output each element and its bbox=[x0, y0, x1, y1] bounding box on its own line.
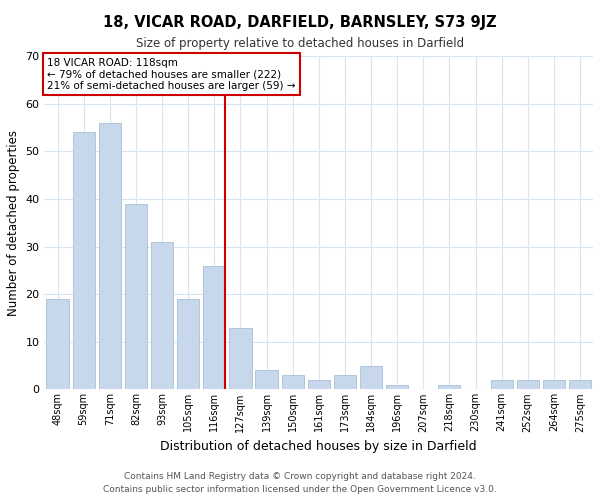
Text: 18 VICAR ROAD: 118sqm
← 79% of detached houses are smaller (222)
21% of semi-det: 18 VICAR ROAD: 118sqm ← 79% of detached … bbox=[47, 58, 296, 91]
Bar bbox=[308, 380, 330, 390]
Bar bbox=[360, 366, 382, 390]
Bar bbox=[386, 384, 408, 390]
Bar bbox=[151, 242, 173, 390]
Y-axis label: Number of detached properties: Number of detached properties bbox=[7, 130, 20, 316]
Bar bbox=[438, 384, 460, 390]
Bar bbox=[569, 380, 591, 390]
Bar bbox=[125, 204, 147, 390]
X-axis label: Distribution of detached houses by size in Darfield: Distribution of detached houses by size … bbox=[160, 440, 477, 453]
Bar bbox=[203, 266, 226, 390]
Bar bbox=[73, 132, 95, 390]
Text: Contains HM Land Registry data © Crown copyright and database right 2024.: Contains HM Land Registry data © Crown c… bbox=[124, 472, 476, 481]
Bar bbox=[281, 375, 304, 390]
Bar bbox=[256, 370, 278, 390]
Bar bbox=[334, 375, 356, 390]
Text: Size of property relative to detached houses in Darfield: Size of property relative to detached ho… bbox=[136, 38, 464, 51]
Bar bbox=[491, 380, 513, 390]
Bar bbox=[46, 299, 68, 390]
Text: 18, VICAR ROAD, DARFIELD, BARNSLEY, S73 9JZ: 18, VICAR ROAD, DARFIELD, BARNSLEY, S73 … bbox=[103, 15, 497, 30]
Text: Contains public sector information licensed under the Open Government Licence v3: Contains public sector information licen… bbox=[103, 485, 497, 494]
Bar bbox=[517, 380, 539, 390]
Bar bbox=[98, 122, 121, 390]
Bar bbox=[177, 299, 199, 390]
Bar bbox=[229, 328, 251, 390]
Bar bbox=[543, 380, 565, 390]
